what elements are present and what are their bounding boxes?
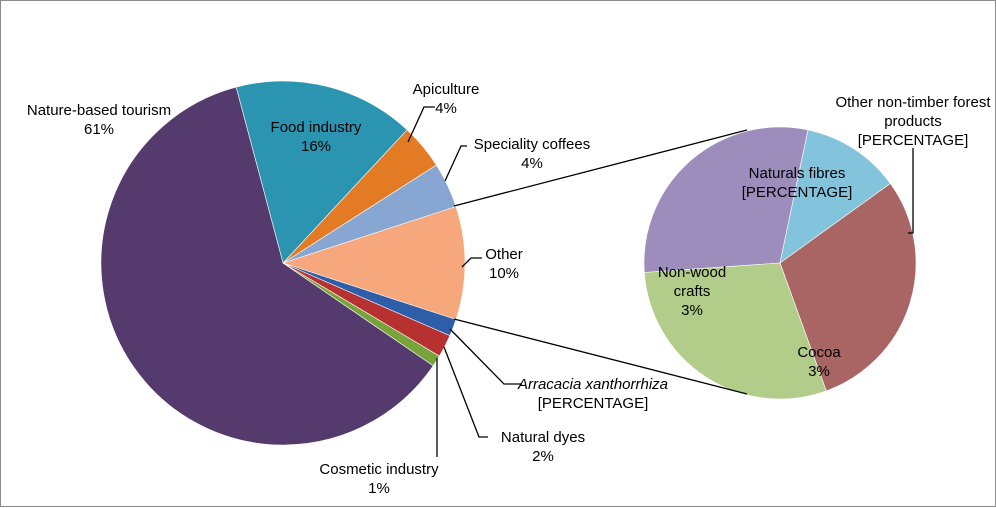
label-name: Other: [485, 246, 523, 263]
label-speciality-coffees: Speciality coffees 4%: [474, 136, 590, 172]
main-slice-other: [282, 206, 466, 320]
secondary-pie: [643, 126, 917, 400]
label-name: Food industry: [271, 119, 362, 136]
label-value: 3%: [681, 302, 703, 319]
label-value: 10%: [489, 265, 519, 282]
label-natural-dyes: Natural dyes 2%: [501, 429, 585, 465]
leader-natural-dyes: [443, 346, 488, 438]
leader-arracacia: [449, 328, 522, 385]
label-cocoa: Cocoa 3%: [797, 344, 841, 380]
main-pie: [100, 80, 466, 446]
leader-other-ntfp: [908, 148, 914, 234]
label-value: 61%: [84, 121, 114, 138]
label-other-ntfp: Other non-timber forest products [PERCEN…: [835, 94, 991, 149]
label-name: Naturals fibres: [749, 165, 846, 182]
secondary-slice-other-non-timber-forest-products: [779, 129, 891, 264]
label-value: 3%: [808, 363, 830, 380]
label-food-industry: Food industry 16%: [271, 119, 362, 155]
label-name: Natural dyes: [501, 429, 585, 446]
label-name: Arracacia xanthorrhiza: [517, 376, 668, 393]
leader-speciality-coffees: [444, 145, 467, 182]
label-value: 4%: [435, 100, 457, 117]
leader-apiculture: [407, 106, 435, 143]
label-other: Other 10%: [485, 246, 523, 282]
label-name: Apiculture: [413, 81, 480, 98]
label-name-line1: Other non-timber forest: [835, 94, 991, 111]
label-name: Speciality coffees: [474, 136, 590, 153]
label-value: [PERCENTAGE]: [858, 132, 969, 149]
leader-other: [461, 257, 482, 268]
connector-line-bottom: [453, 318, 748, 395]
label-name-line2: crafts: [674, 283, 711, 300]
secondary-slice-naturals-fibres: [643, 126, 809, 273]
label-value: 2%: [532, 448, 554, 465]
label-value: 16%: [301, 138, 331, 155]
label-arracacia: Arracacia xanthorrhiza [PERCENTAGE]: [517, 376, 668, 412]
label-name: Nature-based tourism: [27, 102, 171, 119]
label-naturals-fibres: Naturals fibres [PERCENTAGE]: [742, 165, 853, 201]
label-apiculture: Apiculture 4%: [413, 81, 480, 117]
label-value: [PERCENTAGE]: [538, 395, 649, 412]
label-name: Cosmetic industry: [319, 461, 439, 478]
label-non-wood-crafts: Non-wood crafts 3%: [658, 264, 726, 319]
label-name: Cocoa: [797, 344, 841, 361]
connector-line-top: [453, 129, 748, 207]
label-nature-based-tourism: Nature-based tourism 61%: [27, 102, 171, 138]
label-name-line1: Non-wood: [658, 264, 726, 281]
main-slice-nature-based-tourism: [100, 86, 434, 446]
label-value: [PERCENTAGE]: [742, 184, 853, 201]
label-value: 4%: [521, 155, 543, 172]
label-value: 1%: [368, 480, 390, 497]
main-slice-food-industry: [235, 80, 408, 264]
secondary-slice-cocoa: [779, 183, 917, 392]
label-name-line2: products: [884, 113, 942, 130]
label-cosmetic-industry: Cosmetic industry 1%: [319, 461, 439, 497]
secondary-slice-non-wood-crafts: [644, 262, 827, 400]
